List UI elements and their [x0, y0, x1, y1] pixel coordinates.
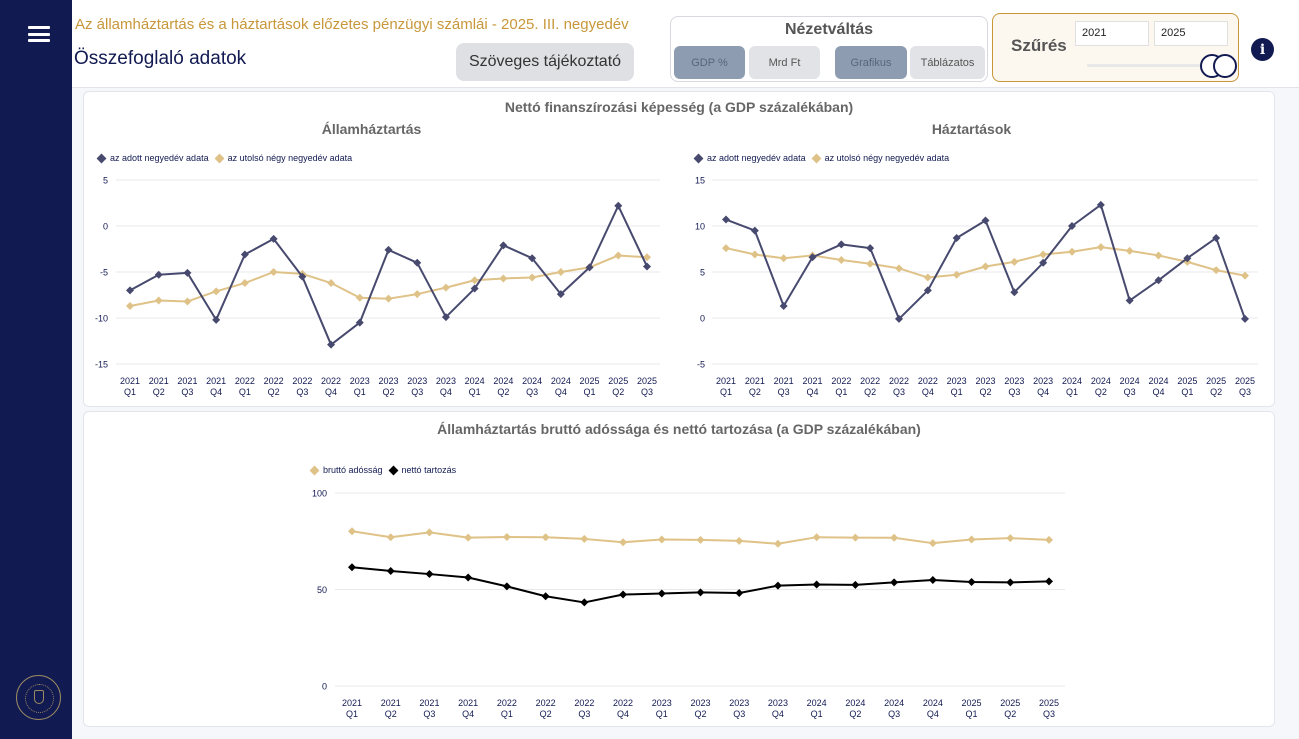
chart-subtitle-general-government: Államháztartás [321, 121, 422, 137]
filter-panel: Szűrés 2021 2025 [992, 13, 1239, 82]
report-subtitle: Az államháztartás és a háztartások előze… [75, 16, 629, 33]
net-lending-panel: Nettó finanszírozási képesség (a GDP szá… [83, 91, 1275, 407]
header: Az államháztartás és a háztartások előze… [72, 0, 1299, 88]
institution-seal-logo [16, 675, 61, 720]
gdp-percent-toggle[interactable]: GDP % [674, 46, 745, 79]
legend-label-four-quarters: az utolsó négy negyedév adata [824, 153, 950, 163]
view-switch-title: Nézetváltás [784, 21, 874, 38]
sidebar [0, 0, 72, 739]
page-title: Összefoglaló adatok [74, 48, 247, 69]
legend-marker-quarterly [693, 153, 704, 163]
info-icon[interactable]: i [1251, 38, 1274, 61]
legend-marker-four-quarters [811, 153, 822, 163]
debt-chart-title: Államháztartás bruttó adóssága és nettó … [437, 421, 921, 437]
mrd-ft-toggle[interactable]: Mrd Ft [749, 46, 820, 79]
legend-label-quarterly: az adott negyedév adata [707, 153, 806, 163]
legend-marker-quarterly [96, 153, 107, 163]
to-year-input[interactable]: 2025 [1154, 21, 1228, 46]
graphic-view-toggle[interactable]: Grafikus [835, 46, 907, 79]
legend-debt: bruttó adósság nettó tartozás [309, 465, 456, 475]
debt-panel: Államháztartás bruttó adóssága és nettó … [83, 411, 1275, 727]
year-range-slider[interactable] [1087, 64, 1215, 67]
main-content: Nettó finanszírozási képesség (a GDP szá… [72, 88, 1299, 739]
text-info-button[interactable]: Szöveges tájékoztató [456, 43, 634, 81]
net-lending-title: Nettó finanszírozási képesség (a GDP szá… [504, 99, 854, 115]
legend-hh: az adott negyedév adata az utolsó négy n… [693, 153, 949, 163]
table-view-toggle[interactable]: Táblázatos [910, 46, 985, 79]
legend-label-gross-debt: bruttó adósság [323, 465, 383, 475]
legend-marker-four-quarters [214, 153, 225, 163]
view-switch-panel: Nézetváltás GDP % Mrd Ft Grafikus Tábláz… [670, 16, 988, 82]
filter-title: Szűrés [1011, 36, 1067, 55]
legend-label-net-liability: nettó tartozás [401, 465, 457, 475]
legend-label-four-quarters: az utolsó négy negyedév adata [227, 153, 353, 163]
legend-marker-gross-debt [309, 465, 320, 475]
chart-subtitle-households: Háztartások [931, 121, 1012, 137]
legend-gg: az adott negyedév adata az utolsó négy n… [96, 153, 352, 163]
menu-icon[interactable] [28, 26, 50, 42]
legend-label-quarterly: az adott negyedév adata [110, 153, 209, 163]
legend-marker-net-liability [388, 465, 398, 475]
slider-max-handle[interactable] [1213, 54, 1237, 78]
from-year-input[interactable]: 2021 [1075, 21, 1149, 46]
